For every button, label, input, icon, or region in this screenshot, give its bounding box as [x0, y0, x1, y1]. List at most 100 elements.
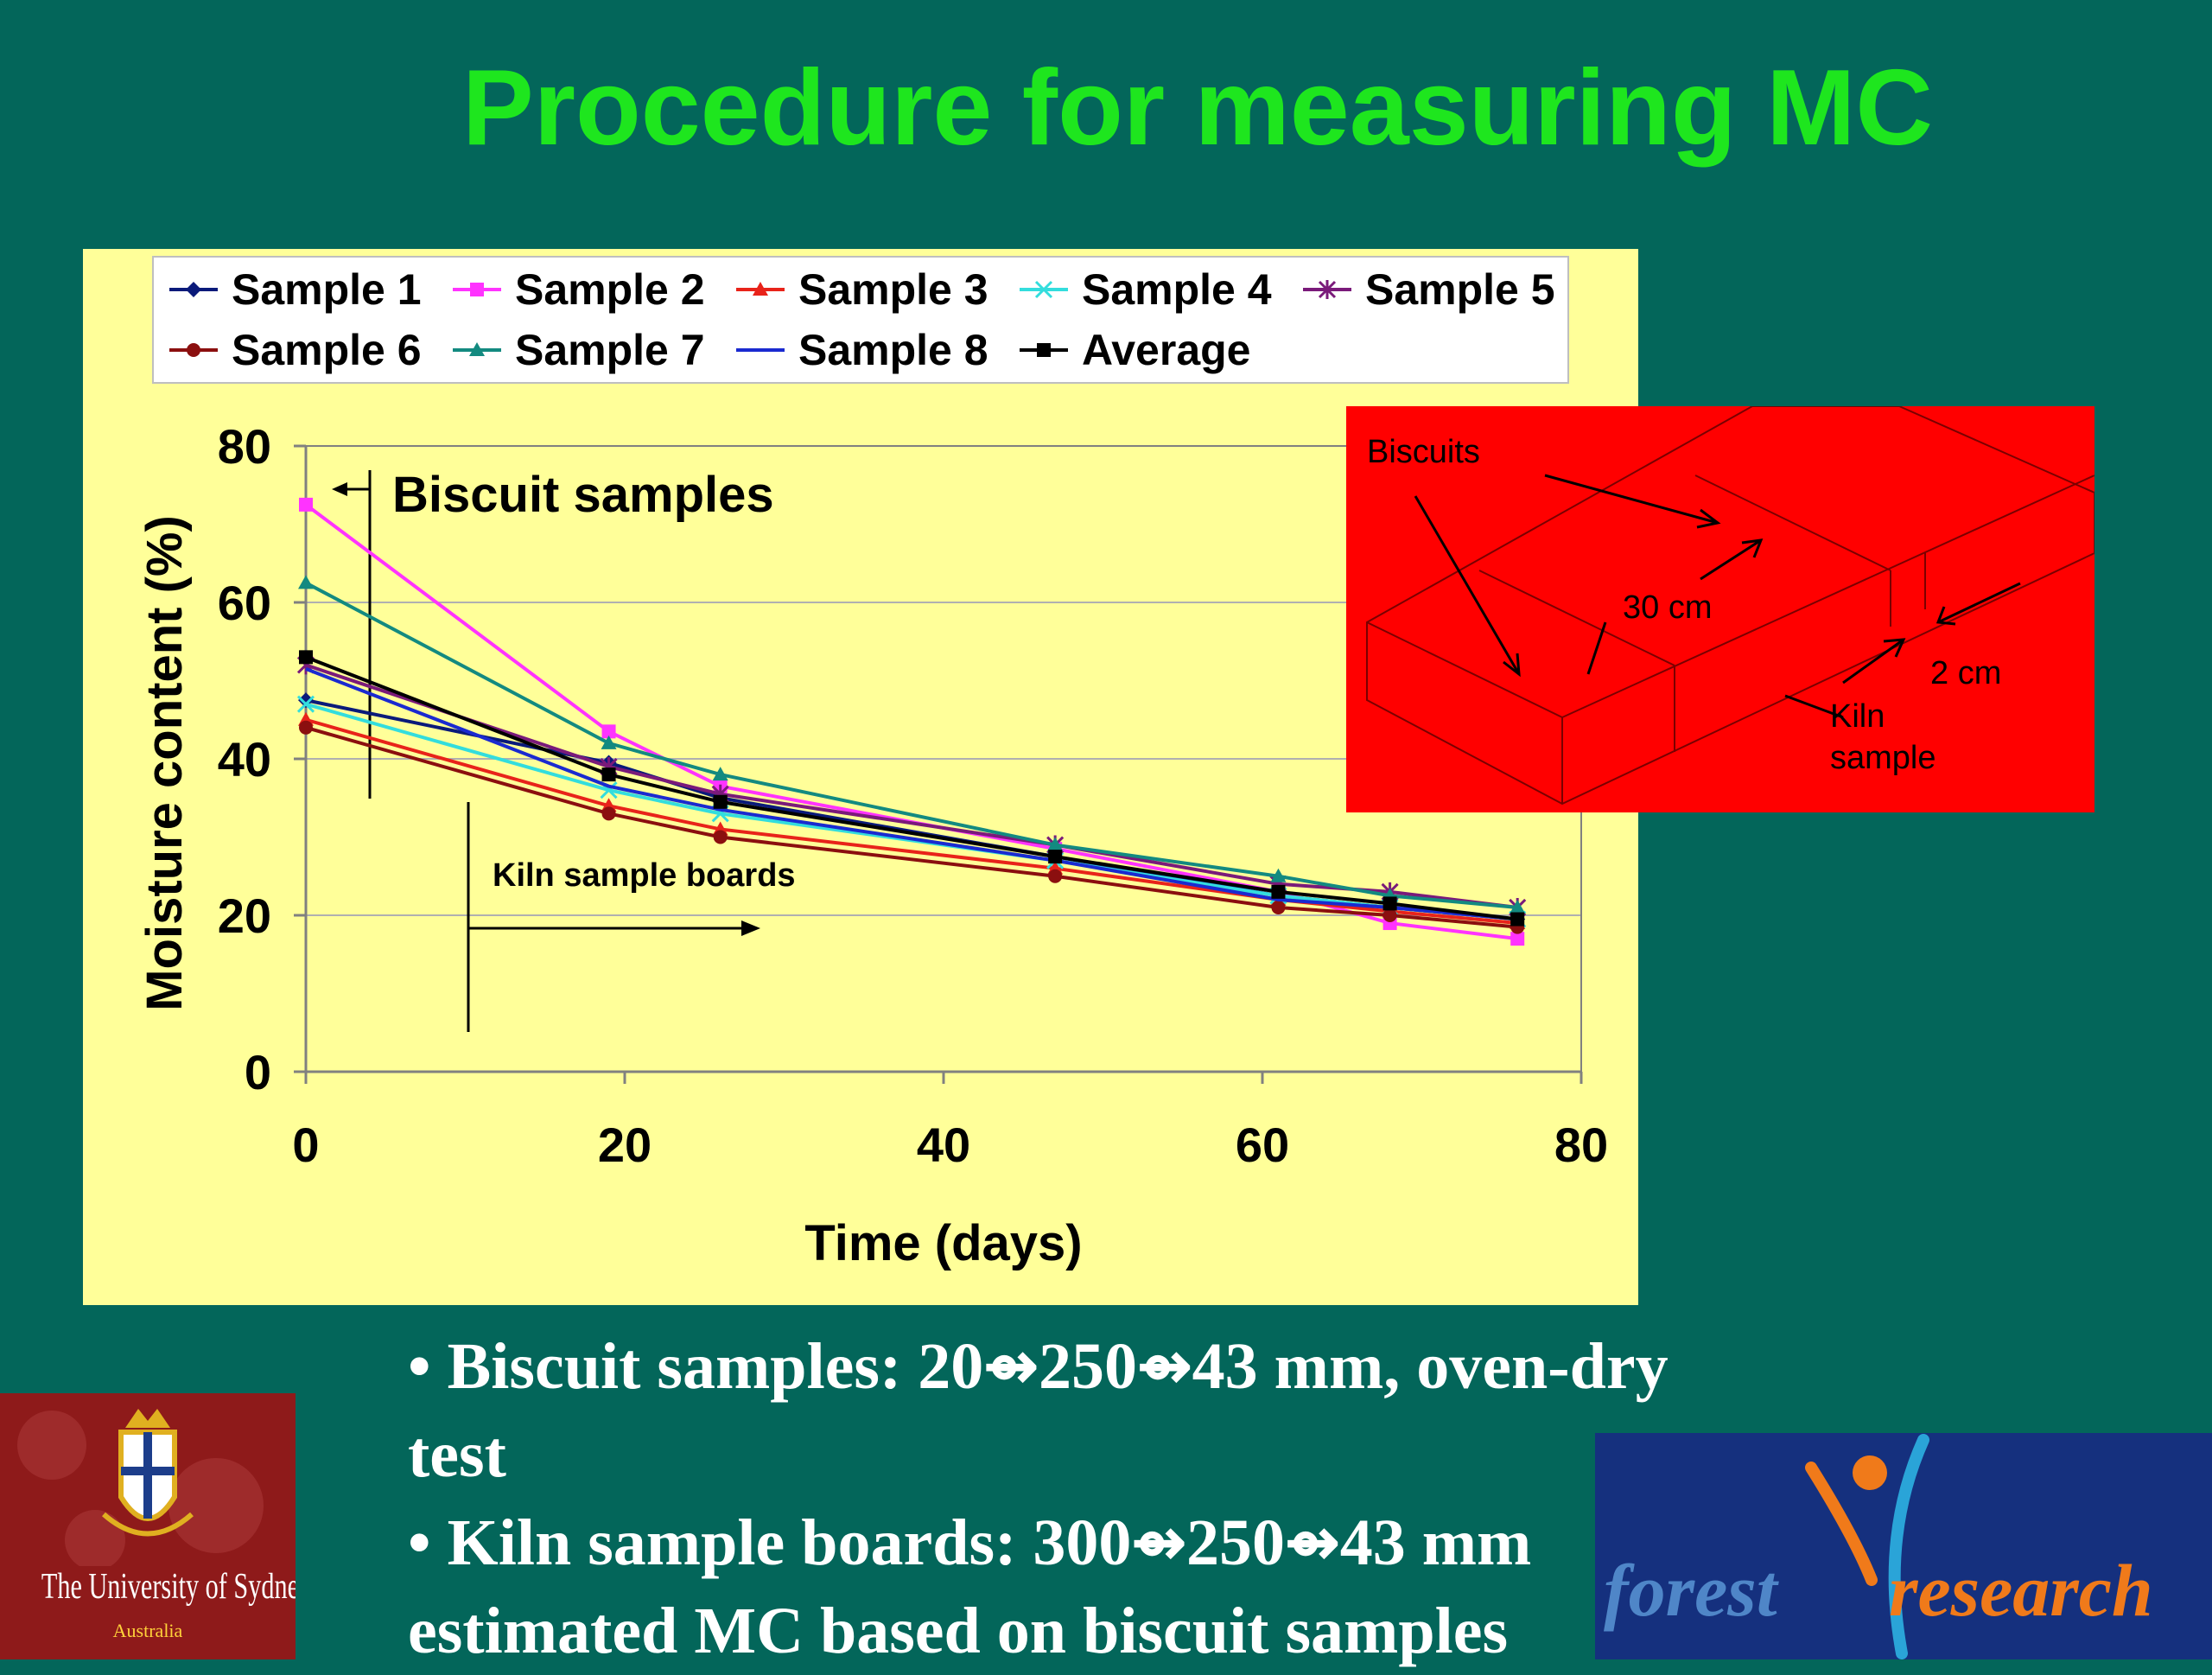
series-line [305, 667, 1518, 921]
data-point [1271, 884, 1286, 899]
legend-label: Sample 2 [515, 265, 705, 314]
data-point [299, 650, 313, 665]
figure-swoosh-icon [1805, 1434, 1929, 1659]
series-sample-5 [296, 655, 1527, 917]
data-point [601, 767, 616, 782]
y-tick-label: 80 [218, 419, 271, 474]
legend-label: Sample 7 [515, 326, 705, 374]
legend-swatch [169, 343, 218, 357]
kiln-label-line1: Kiln [1830, 698, 1885, 735]
crest-icon [17, 1409, 264, 1566]
arrow [1544, 474, 1719, 525]
legend-swatch [453, 342, 501, 356]
legend-swatch [736, 348, 785, 352]
thickness-label: 2 cm [1930, 655, 2002, 691]
y-tick-label: 40 [218, 732, 271, 787]
legend-swatch [453, 283, 501, 296]
legend-swatch [1020, 343, 1068, 357]
series-line [305, 663, 1518, 909]
data-point [1382, 908, 1397, 922]
legend-label: Sample 1 [232, 265, 422, 314]
slide-title: Procedure for measuring MC [462, 48, 1933, 168]
legend-item: Sample 1 [166, 263, 422, 316]
data-point [1034, 280, 1053, 299]
y-axis-label: Moisture content (%) [137, 515, 193, 1011]
moisture-chart: 0 20 40 60 80 0 20 40 60 80 Time (days) Moisture … [137, 419, 1608, 1271]
series-sample-8 [305, 667, 1518, 921]
legend-label: Sample 6 [232, 326, 422, 374]
arrowhead [1741, 538, 1764, 558]
logo-word-forest: forest [1604, 1549, 1777, 1632]
x-tick-label: 80 [1554, 1118, 1608, 1172]
data-point [753, 282, 768, 296]
logo-word-research: research [1889, 1549, 2153, 1632]
annotation-arrowhead [332, 482, 347, 496]
sample-diagram-inset: Biscuits 30 cm 2 cm Kiln sample [1346, 406, 2094, 812]
data-point [712, 767, 728, 781]
bullet-line: • Biscuit samples: 20⇴250⇴43 mm, oven-dr… [408, 1330, 1669, 1403]
data-point [601, 724, 616, 739]
arrowhead [1696, 508, 1721, 529]
axes [294, 444, 1583, 1084]
series-average [299, 650, 1525, 927]
arrowhead [1883, 638, 1906, 658]
legend-swatch [1020, 280, 1068, 299]
series-line [305, 655, 1518, 921]
x-tick-label: 40 [917, 1118, 970, 1172]
series-line [304, 503, 1518, 941]
legend-item: Sample 2 [449, 263, 705, 316]
series-lines [296, 497, 1527, 946]
board-outline [1366, 406, 2094, 806]
arrow [1842, 638, 1904, 685]
legend-label: Sample 4 [1082, 265, 1272, 314]
series-sample-4 [296, 695, 1527, 928]
data-point [713, 794, 728, 809]
data-point [1037, 343, 1051, 357]
data-point [1510, 899, 1526, 914]
arrowhead [1503, 653, 1521, 678]
legend-item: Sample 4 [1016, 263, 1272, 316]
bullet-list: • Biscuit samples: 20⇴250⇴43 mm, oven-dr… [408, 1322, 1894, 1675]
university-subtitle: Australia [112, 1620, 183, 1641]
data-point [299, 720, 313, 735]
x-tick-label: 0 [292, 1118, 319, 1172]
university-name: The University of Sydney [41, 1567, 296, 1607]
tick-labels: 0 20 40 60 80 0 20 40 60 80 [218, 419, 1608, 1172]
legend-item: Sample 6 [166, 323, 422, 377]
biscuits-label: Biscuits [1367, 434, 1480, 470]
length-label: 30 cm [1623, 589, 1713, 626]
annotations [332, 470, 760, 1032]
data-point [187, 343, 200, 357]
data-point [1382, 896, 1397, 911]
x-tick-label: 60 [1236, 1118, 1289, 1172]
data-point [601, 806, 616, 821]
data-point [1271, 900, 1286, 914]
legend: Sample 1 Sample 2 Sample 3 Sample 4 Sample 5… [152, 256, 1569, 384]
bullet-line: • Kiln sample boards: 300⇴250⇴43 mm [408, 1506, 1532, 1579]
legend-label: Sample 3 [798, 265, 988, 314]
data-point [1318, 280, 1337, 299]
bullet-line: estimated MC based on biscuit samples [408, 1595, 1509, 1667]
forest-research-logo: forest research [1595, 1433, 2212, 1659]
arrow [1937, 582, 2021, 624]
legend-label: Sample 8 [798, 326, 988, 374]
data-point [1270, 868, 1287, 882]
y-tick-label: 60 [218, 576, 271, 630]
data-point [1510, 932, 1525, 946]
kiln-label-line2: sample [1830, 740, 1936, 776]
data-point [470, 283, 484, 296]
y-tick-label: 20 [218, 888, 271, 943]
biscuit-cut [1478, 570, 1675, 666]
university-of-sydney-logo: The University of Sydney Australia [0, 1393, 296, 1659]
series-sample-7 [298, 575, 1526, 914]
legend-swatch [1303, 280, 1351, 299]
legend-item: Sample 8 [733, 323, 988, 377]
legend-label: Sample 5 [1365, 265, 1555, 314]
data-point [1048, 850, 1063, 864]
biscuit-samples-annotation: Biscuit samples [392, 467, 774, 523]
legend-swatch [736, 282, 785, 296]
series-sample-1 [298, 692, 1526, 927]
arrow [1700, 538, 1762, 581]
data-point [1510, 912, 1525, 927]
legend-item: Sample 5 [1300, 263, 1555, 316]
